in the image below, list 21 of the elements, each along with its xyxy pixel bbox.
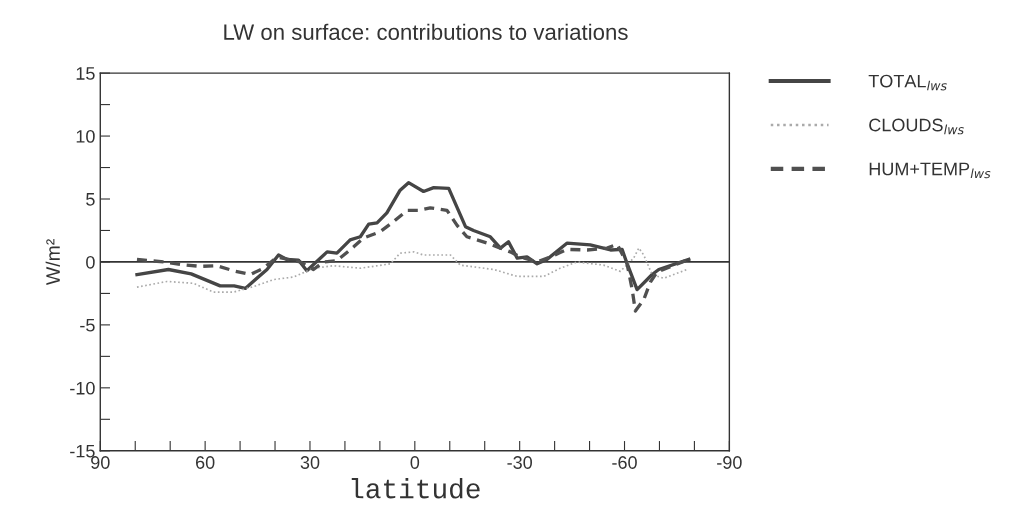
legend-label: HUM+TEMP$_{lws}$ [869,162,991,179]
legend-label: TOTAL$_{lws}$ [868,74,947,91]
legend-label: CLOUDS$_{lws}$ [869,118,964,135]
x-tick-label: -90 [717,456,742,469]
y-tick-label: -15 [70,444,95,458]
x-tick-label: -60 [612,456,637,469]
x-tick-label: 30 [300,456,320,469]
x-tick-label: 0 [410,456,420,469]
y-tick-label: 0 [86,255,95,269]
x-axis-title: latitude [351,478,480,499]
chart-title: LW on surface: contributions to variations [224,23,628,40]
y-tick-label: 15 [76,67,95,80]
x-tick-label: 60 [196,456,215,469]
y-tick-label: 5 [86,193,95,206]
y-tick-label: -10 [70,381,95,395]
y-axis-title: W/m² [45,239,60,286]
x-tick-label: -30 [507,456,533,469]
line-series [136,247,688,293]
x-tick-label: 90 [91,456,110,469]
y-tick-label: -5 [80,319,95,332]
y-tick-label: 10 [76,129,95,143]
